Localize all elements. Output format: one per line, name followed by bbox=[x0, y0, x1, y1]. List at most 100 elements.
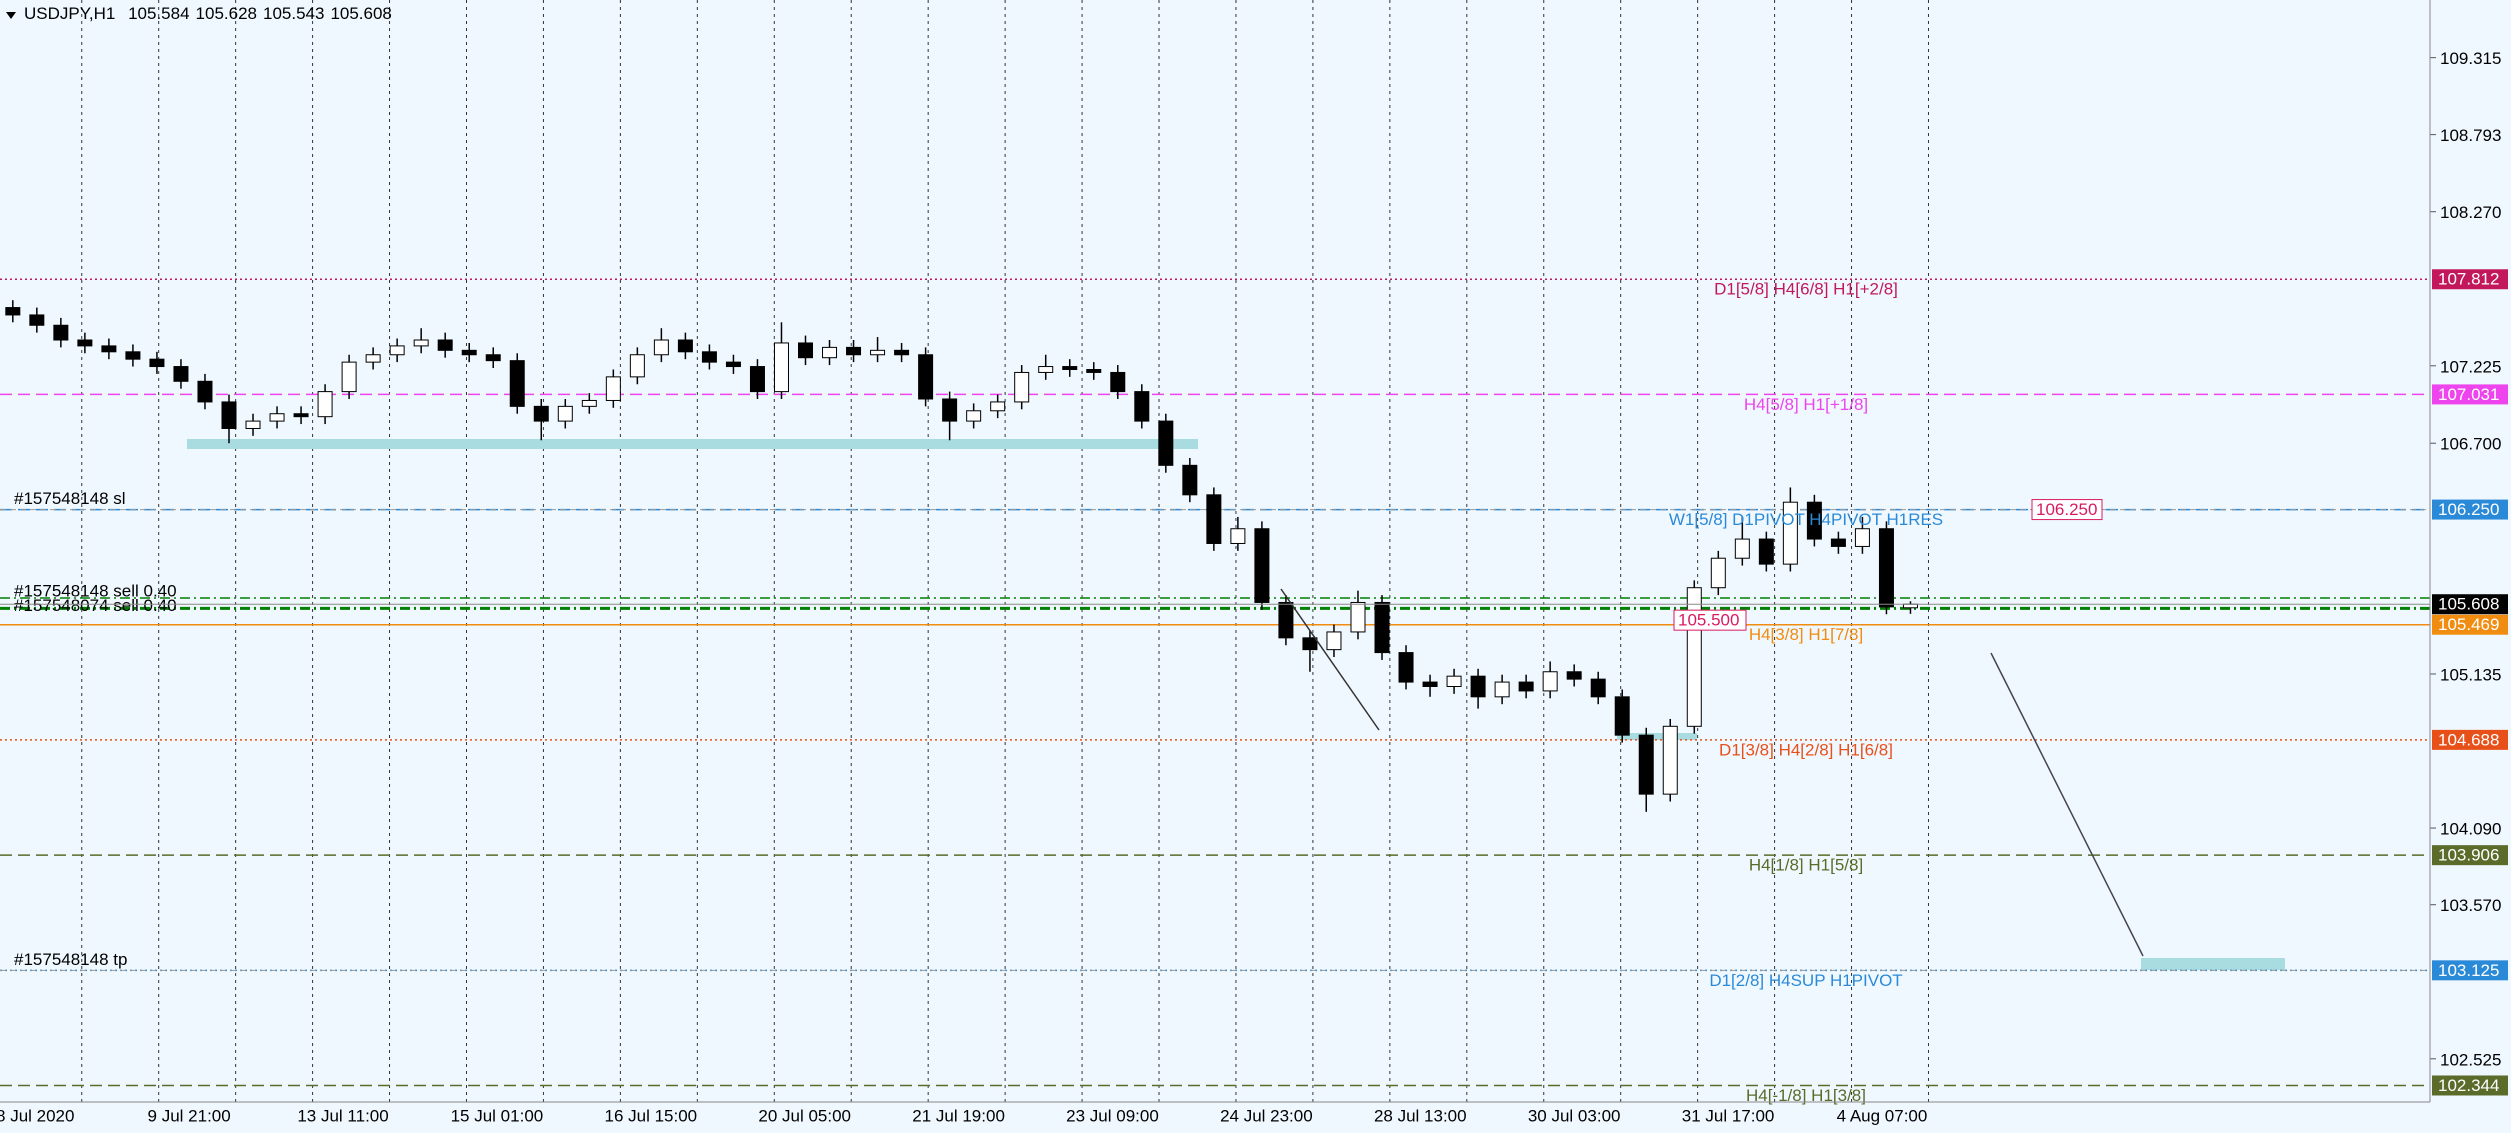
x-tick-label: 28 Jul 13:00 bbox=[1374, 1106, 1467, 1125]
candle-body bbox=[1134, 391, 1150, 422]
candle-body bbox=[1398, 652, 1414, 683]
level-price: 107.031 bbox=[2438, 385, 2499, 404]
candle-body bbox=[1686, 587, 1702, 727]
level-price-box bbox=[2432, 269, 2508, 290]
candle-body bbox=[846, 346, 862, 356]
candle-body bbox=[942, 398, 958, 422]
x-tick-label: 15 Jul 01:00 bbox=[451, 1106, 544, 1125]
candle-body bbox=[197, 380, 213, 403]
candle-body bbox=[918, 354, 934, 400]
candle-body bbox=[1326, 631, 1342, 651]
candle-body bbox=[5, 307, 21, 316]
candle-body bbox=[173, 366, 189, 382]
level-price: 103.906 bbox=[2438, 846, 2499, 865]
order-label: #157548074 sell 0.40 bbox=[14, 596, 177, 615]
level-label: H4[1/8] H1[5/8] bbox=[1749, 856, 1863, 875]
level-price: 107.812 bbox=[2438, 270, 2499, 289]
candle-body bbox=[1254, 528, 1270, 603]
candle-body bbox=[1734, 538, 1750, 559]
candle-body bbox=[461, 349, 477, 356]
level-price: 102.344 bbox=[2438, 1076, 2499, 1095]
x-tick-label: 23 Jul 09:00 bbox=[1066, 1106, 1159, 1125]
price-label: 105.500 bbox=[1678, 611, 1739, 630]
x-tick-label: 20 Jul 05:00 bbox=[758, 1106, 851, 1125]
last-high: 105.628 bbox=[196, 4, 257, 23]
candle-body bbox=[653, 339, 669, 356]
candle-body bbox=[1614, 696, 1630, 736]
level-price: 106.250 bbox=[2438, 500, 2499, 519]
level-price-box bbox=[2432, 614, 2508, 635]
candle-body bbox=[1806, 501, 1822, 540]
candle-body bbox=[1758, 538, 1774, 565]
candle-body bbox=[1518, 681, 1534, 692]
candle-body bbox=[1374, 601, 1390, 654]
x-tick-label: 31 Jul 17:00 bbox=[1682, 1106, 1775, 1125]
candle-body bbox=[1086, 368, 1102, 373]
target-zone bbox=[2141, 958, 2285, 970]
candle-body bbox=[413, 339, 429, 347]
x-tick-label: 8 Jul 2020 bbox=[0, 1106, 74, 1125]
candle-body bbox=[1878, 528, 1894, 608]
candle-body bbox=[1542, 671, 1558, 692]
last-close: 105.608 bbox=[330, 4, 391, 23]
level-price-box bbox=[2432, 1075, 2508, 1096]
candle-body bbox=[53, 324, 69, 341]
projection-line bbox=[1990, 652, 2144, 957]
candle-body bbox=[125, 351, 141, 360]
candle-body bbox=[1422, 681, 1438, 688]
y-tick-label: 108.270 bbox=[2440, 203, 2501, 222]
candle-body bbox=[341, 361, 357, 393]
header: USDJPY,H1 105.584 105.628 105.543 105.608 bbox=[24, 4, 392, 23]
candle-body bbox=[1710, 557, 1726, 589]
level-label: H4[3/8] H1[7/8] bbox=[1749, 625, 1863, 644]
y-tick-label: 103.570 bbox=[2440, 896, 2501, 915]
candle-body bbox=[245, 420, 261, 429]
current-price-box bbox=[2432, 594, 2508, 615]
candle-body bbox=[317, 391, 333, 418]
candle-body bbox=[101, 345, 117, 353]
x-tick-label: 21 Jul 19:00 bbox=[912, 1106, 1005, 1125]
candle-body bbox=[1230, 528, 1246, 544]
candle-body bbox=[1158, 420, 1174, 466]
y-tick-label: 105.135 bbox=[2440, 665, 2501, 684]
menu-icon[interactable] bbox=[6, 12, 16, 19]
candle-body bbox=[798, 342, 814, 359]
candle-body bbox=[1494, 681, 1510, 698]
candle-body bbox=[1182, 464, 1198, 496]
last-open: 105.584 bbox=[128, 4, 189, 23]
candle-body bbox=[581, 399, 597, 407]
candle-body bbox=[1014, 371, 1030, 403]
candle-body bbox=[749, 366, 765, 393]
candle-body bbox=[1278, 601, 1294, 639]
candle-body bbox=[725, 361, 741, 368]
candle-body bbox=[221, 401, 237, 429]
sl-label: #157548148 sl bbox=[14, 489, 126, 508]
level-price-box bbox=[2432, 499, 2508, 520]
last-low: 105.543 bbox=[263, 4, 324, 23]
level-price-box bbox=[2432, 729, 2508, 750]
x-tick-label: 24 Jul 23:00 bbox=[1220, 1106, 1313, 1125]
candle-body bbox=[509, 360, 525, 407]
level-label: D1[2/8] H4SUP H1PIVOT bbox=[1709, 971, 1902, 990]
candle-body bbox=[1830, 538, 1846, 547]
candle-body bbox=[1590, 678, 1606, 698]
candle-body bbox=[1110, 371, 1126, 393]
symbol: USDJPY,H1 bbox=[24, 4, 115, 23]
y-tick-label: 108.793 bbox=[2440, 126, 2501, 145]
candle-body bbox=[1782, 501, 1798, 565]
y-tick-label: 106.700 bbox=[2440, 435, 2501, 454]
grid bbox=[81, 0, 1929, 1102]
level-price: 105.469 bbox=[2438, 615, 2499, 634]
candle-body bbox=[1638, 734, 1654, 795]
x-tick-label: 4 Aug 07:00 bbox=[1837, 1106, 1928, 1125]
candle-body bbox=[990, 401, 1006, 412]
candle-body bbox=[966, 410, 982, 422]
level-label: H4[-1/8] H1[3/8] bbox=[1746, 1086, 1866, 1105]
x-tick-label: 9 Jul 21:00 bbox=[148, 1106, 231, 1125]
candle-body bbox=[389, 345, 405, 356]
x-tick-label: 30 Jul 03:00 bbox=[1528, 1106, 1621, 1125]
candle-body bbox=[1038, 366, 1054, 373]
candle-body bbox=[485, 354, 501, 362]
